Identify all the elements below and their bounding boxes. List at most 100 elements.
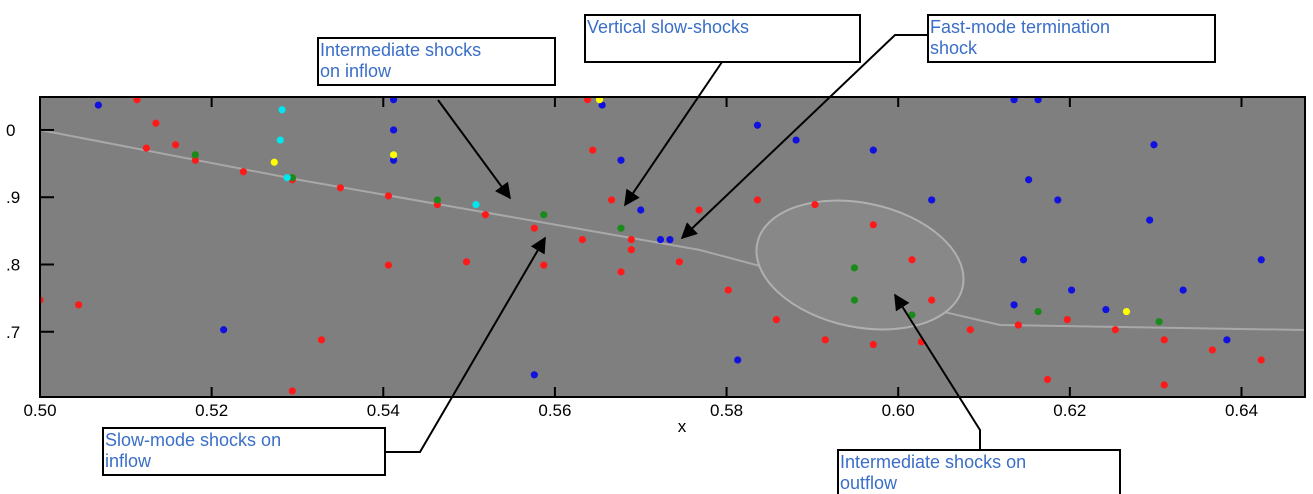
point: [676, 258, 683, 265]
point: [482, 211, 489, 218]
x-axis-label: x: [678, 417, 687, 436]
point: [385, 192, 392, 199]
x-tick-label: 0.52: [195, 401, 228, 420]
x-tick-label: 0.50: [23, 401, 56, 420]
point: [696, 206, 703, 213]
y-tick-label: .8: [6, 255, 20, 274]
point: [1064, 316, 1071, 323]
annotation-text: Intermediate shocks: [320, 40, 481, 60]
plot-background: [40, 97, 1305, 397]
annotation-text: Vertical slow-shocks: [587, 17, 749, 37]
point: [531, 225, 538, 232]
point: [240, 168, 247, 175]
x-tick-label: 0.56: [538, 401, 571, 420]
point: [1258, 256, 1265, 263]
point: [337, 184, 344, 191]
point: [725, 286, 732, 293]
point: [734, 356, 741, 363]
x-tick-label: 0.58: [710, 401, 743, 420]
point: [152, 120, 159, 127]
point: [666, 236, 673, 243]
point: [434, 196, 441, 203]
point: [1054, 196, 1061, 203]
point: [1161, 381, 1168, 388]
annotation-text: Fast-mode termination: [930, 17, 1110, 37]
point: [1180, 286, 1187, 293]
point: [870, 341, 877, 348]
annotation-text: inflow: [105, 451, 152, 471]
point: [284, 174, 291, 181]
point: [95, 101, 102, 108]
point: [1146, 216, 1153, 223]
point: [589, 147, 596, 154]
point: [143, 145, 150, 152]
annotation-text: Slow-mode shocks on: [105, 430, 281, 450]
point: [278, 106, 285, 113]
point: [1068, 286, 1075, 293]
x-tick-label: 0.54: [367, 401, 400, 420]
point: [1123, 308, 1130, 315]
point: [628, 236, 635, 243]
point: [1044, 376, 1051, 383]
y-tick-label: 0: [6, 121, 15, 140]
point: [1209, 346, 1216, 353]
point: [822, 336, 829, 343]
point: [617, 268, 624, 275]
point: [192, 151, 199, 158]
point: [754, 122, 761, 129]
point: [1112, 326, 1119, 333]
point: [870, 221, 877, 228]
point: [967, 326, 974, 333]
x-tick-label: 0.64: [1225, 401, 1258, 420]
point: [277, 136, 284, 143]
point: [579, 236, 586, 243]
annotation-text: Intermediate shocks on: [840, 452, 1026, 472]
point: [792, 136, 799, 143]
point: [463, 258, 470, 265]
point: [1161, 336, 1168, 343]
point: [390, 151, 397, 158]
point: [1034, 308, 1041, 315]
point: [851, 297, 858, 304]
point: [811, 201, 818, 208]
point: [540, 211, 547, 218]
page: {"chart_data": { "type": "scatter", "x_l…: [0, 0, 1313, 494]
point: [628, 246, 635, 253]
point: [472, 201, 479, 208]
point: [754, 196, 761, 203]
point: [1010, 301, 1017, 308]
annotation-text: outflow: [840, 473, 898, 493]
point: [1156, 318, 1163, 325]
point: [318, 336, 325, 343]
point: [851, 264, 858, 271]
point: [172, 141, 179, 148]
point: [617, 157, 624, 164]
point: [657, 236, 664, 243]
point: [608, 196, 615, 203]
point: [271, 159, 278, 166]
point: [637, 206, 644, 213]
point: [928, 196, 935, 203]
y-tick-label: .7: [6, 323, 20, 342]
x-tick-label: 0.60: [882, 401, 915, 420]
point: [540, 262, 547, 269]
point: [531, 371, 538, 378]
annotation-text: shock: [930, 38, 978, 58]
point: [928, 297, 935, 304]
point: [1015, 321, 1022, 328]
point: [1025, 176, 1032, 183]
chart: 0.500.520.540.560.580.600.620.640.9.8.7 …: [0, 0, 1313, 494]
point: [289, 387, 296, 394]
point: [1020, 256, 1027, 263]
point: [220, 326, 227, 333]
point: [1150, 141, 1157, 148]
point: [870, 147, 877, 154]
point: [773, 316, 780, 323]
point: [75, 301, 82, 308]
annotation-text: on inflow: [320, 61, 392, 81]
y-tick-label: .9: [6, 188, 20, 207]
x-tick-label: 0.62: [1053, 401, 1086, 420]
point: [1102, 306, 1109, 313]
point: [1258, 356, 1265, 363]
point: [1223, 336, 1230, 343]
